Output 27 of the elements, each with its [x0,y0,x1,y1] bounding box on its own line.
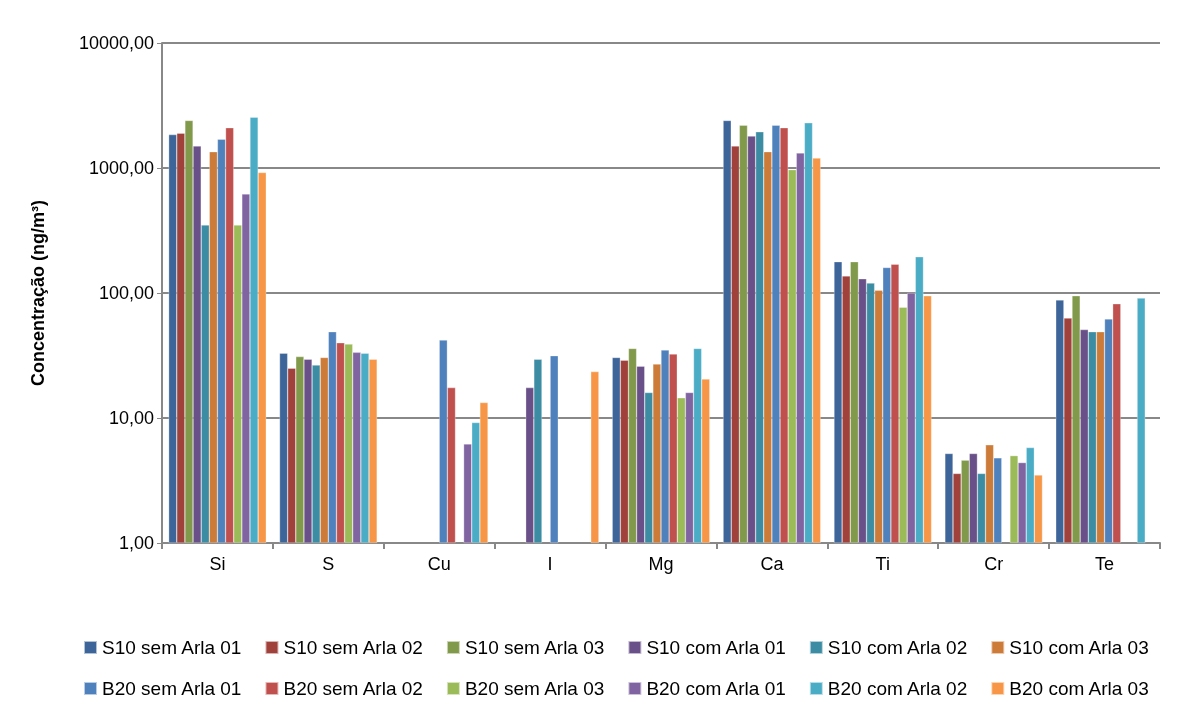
legend-label: B20 com Arla 03 [1009,678,1149,699]
y-tick-label: 10000,00 [78,33,154,53]
x-tick-label: Ca [760,554,785,574]
x-tick-label: Te [1095,554,1115,574]
x-tick-label: Mg [648,554,674,574]
y-axis-title: Concentração (ng/m³) [28,199,48,387]
y-tick-label: 100,00 [98,283,154,303]
x-tick-label: Cu [427,554,451,574]
legend-label: B20 com Arla 02 [827,678,968,699]
legend-label: B20 com Arla 01 [646,678,786,699]
legend-label: B20 sem Arla 01 [102,678,242,699]
y-tick-label: 1000,00 [88,158,154,178]
legend-label: S10 com Arla 02 [827,637,968,658]
x-tick-label: Cr [984,554,1004,574]
y-tick-label: 10,00 [108,408,154,428]
legend-label: B20 sem Arla 02 [283,678,423,699]
legend-label: S10 sem Arla 02 [283,637,423,658]
legend-label: S10 sem Arla 01 [102,637,242,658]
legend-label: B20 sem Arla 03 [464,678,605,699]
y-tick-label: 1,00 [118,533,154,553]
x-tick-label: I [547,554,553,574]
x-tick-label: Ti [875,554,890,574]
legend-label: S10 com Arla 01 [646,637,786,658]
legend-label: S10 com Arla 03 [1009,637,1149,658]
x-tick-label: Si [209,554,226,574]
x-tick-label: S [322,554,335,574]
legend-label: S10 sem Arla 03 [464,637,605,658]
